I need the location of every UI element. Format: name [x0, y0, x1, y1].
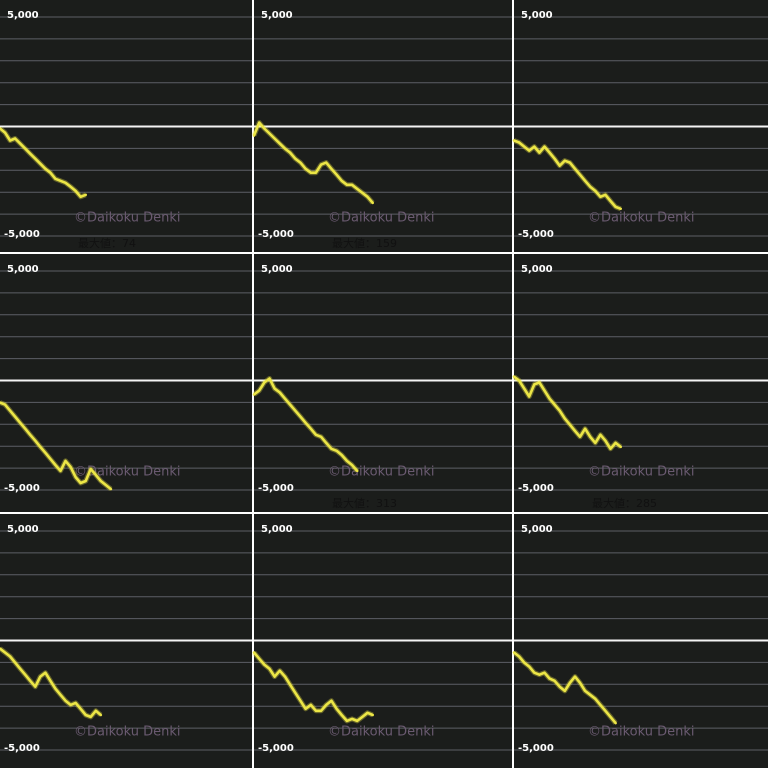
data-line — [252, 651, 374, 723]
panel-background — [0, 254, 252, 512]
y-tick-label: -5,000 — [258, 483, 294, 494]
y-tick-label: -5,000 — [258, 743, 294, 754]
y-tick-label: -5,000 — [518, 743, 554, 754]
watermark: ©Daikoku Denki — [74, 211, 181, 226]
data-line — [0, 401, 113, 491]
y-tick-label: 5,000 — [261, 264, 293, 275]
y-tick-label: 5,000 — [7, 264, 39, 275]
panel: 5,000 -5,000 ©Daikoku Denki 最大値：74 — [0, 0, 252, 252]
watermark: ©Daikoku Denki — [588, 725, 695, 740]
y-tick-label: 5,000 — [261, 524, 293, 535]
panel: 5,000 -5,000 ©Daikoku Denki 最大値：313 — [252, 254, 512, 512]
y-tick-label: -5,000 — [4, 229, 40, 240]
panel: 5,000 -5,000 ©Daikoku Denki — [0, 254, 252, 512]
data-line — [0, 647, 103, 719]
panel-background — [254, 254, 512, 512]
data-line — [252, 377, 359, 473]
max-label: 最大値：285 — [592, 496, 657, 510]
y-tick-label: -5,000 — [4, 743, 40, 754]
max-label: 最大値：313 — [332, 496, 397, 510]
y-tick-label: 5,000 — [261, 10, 293, 21]
y-tick-label: -5,000 — [4, 483, 40, 494]
y-tick-label: 5,000 — [521, 524, 553, 535]
max-label: 最大値：159 — [332, 236, 397, 250]
y-tick-label: -5,000 — [518, 229, 554, 240]
data-line — [512, 651, 617, 725]
panel: 5,000 -5,000 ©Daikoku Denki — [512, 514, 768, 768]
panel: 5,000 -5,000 ©Daikoku Denki — [252, 514, 512, 768]
data-line — [0, 127, 87, 199]
watermark: ©Daikoku Denki — [328, 211, 435, 226]
watermark: ©Daikoku Denki — [328, 725, 435, 740]
panel: 5,000 -5,000 ©Daikoku Denki — [512, 0, 768, 252]
watermark: ©Daikoku Denki — [74, 725, 181, 740]
watermark: ©Daikoku Denki — [328, 465, 435, 480]
watermark: ©Daikoku Denki — [588, 211, 695, 226]
max-label: 最大値：74 — [78, 236, 136, 250]
data-line — [512, 139, 622, 211]
y-tick-label: 5,000 — [521, 10, 553, 21]
data-line — [512, 375, 622, 451]
y-tick-label: -5,000 — [518, 483, 554, 494]
panel-background — [514, 254, 768, 512]
panel: 5,000 -5,000 ©Daikoku Denki — [0, 514, 252, 768]
y-tick-label: 5,000 — [7, 524, 39, 535]
panel: 5,000 -5,000 ©Daikoku Denki 最大値：159 — [251, 0, 512, 252]
y-tick-label: 5,000 — [521, 264, 553, 275]
watermark: ©Daikoku Denki — [588, 465, 695, 480]
data-line — [252, 121, 374, 205]
watermark: ©Daikoku Denki — [74, 465, 181, 480]
y-tick-label: -5,000 — [258, 229, 294, 240]
y-tick-label: 5,000 — [7, 10, 39, 21]
panel: 5,000 -5,000 ©Daikoku Denki 最大値：285 — [512, 254, 768, 512]
